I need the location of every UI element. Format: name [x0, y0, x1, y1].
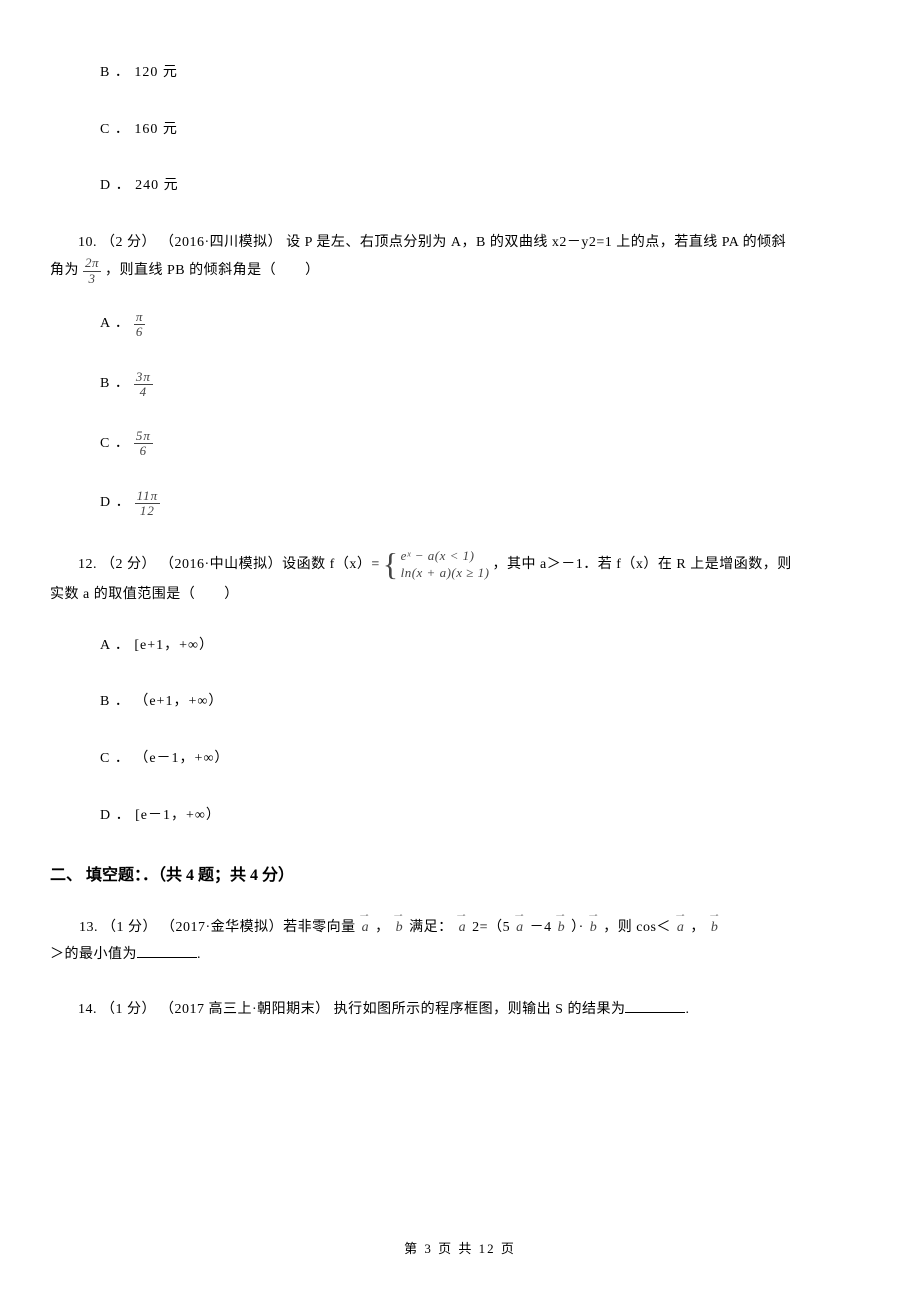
q10-option-d[interactable]: D ． 11π 12 — [50, 489, 870, 519]
q9-option-d[interactable]: D ． 240 元 — [50, 173, 870, 200]
question-13: 13. （1 分） （2017·金华模拟）若非零向量 a ， b 满足： a 2… — [50, 915, 870, 968]
q12-option-c[interactable]: C ． （e－1，+∞） — [50, 746, 870, 773]
q13-mid4: －4 — [526, 920, 556, 935]
frac-num: π — [134, 310, 146, 325]
frac-num: 3π — [134, 370, 153, 385]
q12-option-a[interactable]: A ． [e+1，+∞） — [50, 633, 870, 660]
piece-1: eˣ − a(x < 1) — [401, 548, 490, 565]
q13-mid5: ）· — [567, 920, 588, 935]
frac-den: 3 — [83, 272, 101, 286]
q10-optA-frac: π 6 — [132, 310, 148, 340]
q10-line2: 角为 2π 3 ，则直线 PB 的倾斜角是（ ） — [50, 256, 870, 286]
q12-option-d[interactable]: D ． [e－1，+∞） — [50, 803, 870, 830]
option-label: A ． — [100, 311, 130, 338]
piece-2: ln(x + a)(x ≥ 1) — [401, 565, 490, 582]
q10-line2-pre: 角为 — [50, 258, 79, 285]
frac-num: 2π — [83, 256, 101, 271]
vec-a-2: a — [459, 915, 467, 942]
vec-a-4: a — [677, 915, 685, 942]
q12-suffix: ，其中 a＞－1．若 f（x）在 R 上是增函数，则 — [492, 552, 791, 579]
q13-line2: ＞的最小值为. — [50, 942, 870, 969]
footer-post: 页 — [496, 1241, 516, 1256]
q9-option-c[interactable]: C ． 160 元 — [50, 117, 870, 144]
page-footer: 第 3 页 共 12 页 — [0, 1237, 920, 1262]
q9-option-b[interactable]: B ． 120 元 — [50, 60, 870, 87]
q10-optC-frac: 5π 6 — [132, 429, 155, 459]
q12-line2: 实数 a 的取值范围是（ ） — [50, 582, 870, 609]
q10-optB-frac: 3π 4 — [132, 370, 155, 400]
q10-option-c[interactable]: C ． 5π 6 — [50, 429, 870, 459]
q10-optD-frac: 11π 12 — [133, 489, 163, 519]
option-label: D ． — [100, 490, 131, 517]
footer-mid: 页 共 — [433, 1241, 479, 1256]
q13-mid7: ， — [686, 920, 709, 935]
q10-angle-frac: 2π 3 — [81, 256, 103, 286]
q14-post: . — [685, 1002, 689, 1017]
q12-option-b[interactable]: B ． （e+1，+∞） — [50, 689, 870, 716]
q10-line2-post: ，则直线 PB 的倾斜角是（ ） — [105, 258, 320, 285]
section-2-header: 二、 填空题：．（共 4 题；共 4 分） — [50, 861, 870, 891]
question-14: 14. （1 分） （2017 高三上·朝阳期末） 执行如图所示的程序框图，则输… — [50, 993, 870, 1027]
vec-b-3: b — [590, 915, 598, 942]
q10-line1: 10. （2 分） （2016·四川模拟） 设 P 是左、右顶点分别为 A，B … — [50, 230, 870, 257]
footer-total: 12 — [479, 1241, 496, 1256]
q14-blank[interactable] — [625, 999, 685, 1013]
q13-line2-pre: ＞的最小值为 — [50, 947, 137, 962]
vec-a-3: a — [516, 915, 524, 942]
footer-page: 3 — [424, 1241, 433, 1256]
vec-b-2: b — [558, 915, 566, 942]
q13-blank[interactable] — [137, 944, 197, 958]
vec-b-1: b — [396, 915, 404, 942]
brace-icon: { — [383, 552, 399, 578]
frac-num: 5π — [134, 429, 153, 444]
q13-line1: 13. （1 分） （2017·金华模拟）若非零向量 a ， b 满足： a 2… — [50, 915, 870, 942]
q12-line1: 12. （2 分） （2016·中山模拟）设函数 f（x）= { eˣ − a(… — [50, 548, 870, 582]
question-10: 10. （2 分） （2016·四川模拟） 设 P 是左、右顶点分别为 A，B … — [50, 230, 870, 286]
option-label: B ． — [100, 371, 130, 398]
q14-pre: 14. （1 分） （2017 高三上·朝阳期末） 执行如图所示的程序框图，则输… — [78, 1002, 625, 1017]
q13-mid1: ， — [371, 920, 394, 935]
vec-a-1: a — [362, 915, 370, 942]
q13-mid2: 满足： — [405, 920, 457, 935]
q13-prefix: 13. （1 分） （2017·金华模拟）若非零向量 — [50, 920, 360, 935]
frac-den: 6 — [134, 444, 153, 458]
q10-option-a[interactable]: A ． π 6 — [50, 310, 870, 340]
question-12: 12. （2 分） （2016·中山模拟）设函数 f（x）= { eˣ − a(… — [50, 548, 870, 608]
q12-prefix: 12. （2 分） （2016·中山模拟）设函数 f（x）= — [50, 552, 380, 579]
vec-b-4: b — [711, 915, 719, 942]
q13-line2-post: . — [197, 947, 201, 962]
frac-den: 4 — [134, 385, 153, 399]
q12-piecewise: { eˣ − a(x < 1) ln(x + a)(x ≥ 1) — [383, 548, 490, 582]
footer-pre: 第 — [404, 1241, 424, 1256]
option-label: C ． — [100, 431, 130, 458]
q13-mid3: 2=（5 — [468, 920, 514, 935]
frac-num: 11π — [135, 489, 161, 504]
frac-den: 12 — [135, 504, 161, 518]
q10-option-b[interactable]: B ． 3π 4 — [50, 370, 870, 400]
frac-den: 6 — [134, 325, 146, 339]
q13-mid6: ，则 cos＜ — [599, 920, 675, 935]
